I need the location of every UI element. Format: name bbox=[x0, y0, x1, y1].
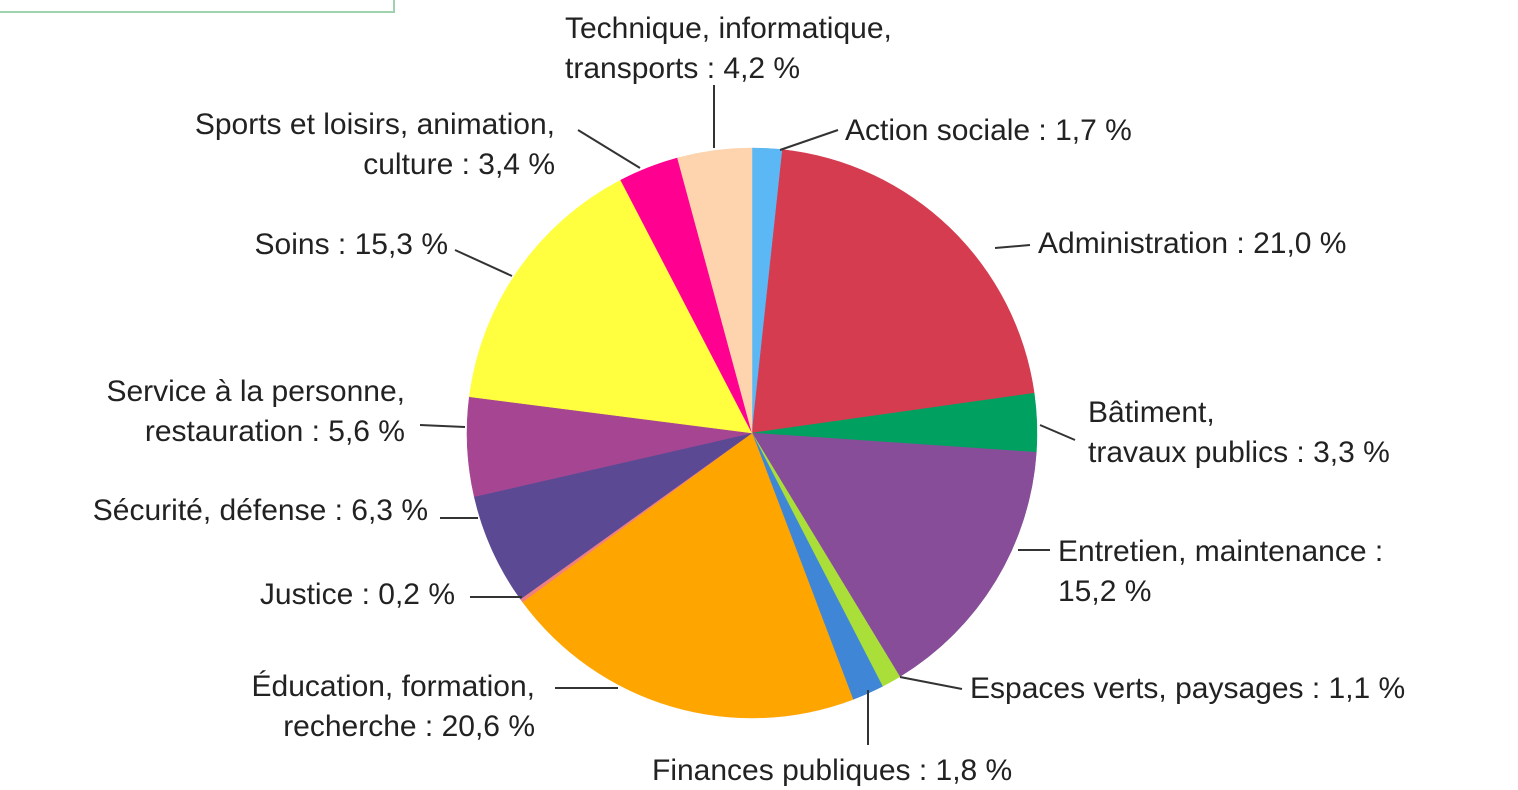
leader-line bbox=[779, 129, 839, 151]
pie bbox=[466, 147, 1038, 719]
slice-label: Espaces verts, paysages : 1,1 % bbox=[970, 672, 1405, 705]
leader-line bbox=[577, 129, 641, 169]
slice bbox=[751, 149, 1035, 434]
slice-label: Finances publiques : 1,8 % bbox=[652, 754, 1012, 787]
leader-line bbox=[454, 249, 513, 277]
slice-label: Bâtiment, travaux publics : 3,3 % bbox=[1088, 396, 1390, 469]
leader-line bbox=[994, 244, 1031, 249]
leader-line bbox=[899, 676, 963, 690]
slice-label: Sécurité, défense : 6,3 % bbox=[93, 494, 428, 527]
slice bbox=[469, 179, 753, 434]
frame-fragment bbox=[0, 0, 395, 13]
slice-label: Technique, informatique, transports : 4,2… bbox=[565, 12, 892, 85]
slice bbox=[677, 147, 753, 434]
slice-label: Administration : 21,0 % bbox=[1038, 227, 1346, 260]
leader-lines bbox=[419, 85, 1076, 745]
slice-label: Service à la personne, restauration : 5,6… bbox=[106, 375, 405, 448]
leader-line bbox=[419, 424, 466, 428]
leader-line bbox=[1039, 424, 1076, 441]
slice-label: Action sociale : 1,7 % bbox=[845, 114, 1132, 147]
slice bbox=[751, 432, 1037, 678]
slice-label: Soins : 15,3 % bbox=[255, 228, 448, 261]
slice-label: Sports et loisirs, animation, culture : 3… bbox=[195, 108, 555, 181]
labels: Action sociale : 1,7 % Administration : 2… bbox=[93, 12, 1405, 787]
slice-label: Entretien, maintenance :15,2 % bbox=[1058, 535, 1383, 608]
slice-label: Justice : 0,2 % bbox=[260, 578, 455, 611]
slice-label: Éducation, formation, recherche : 20,6 % bbox=[252, 670, 536, 743]
slice bbox=[522, 432, 854, 719]
